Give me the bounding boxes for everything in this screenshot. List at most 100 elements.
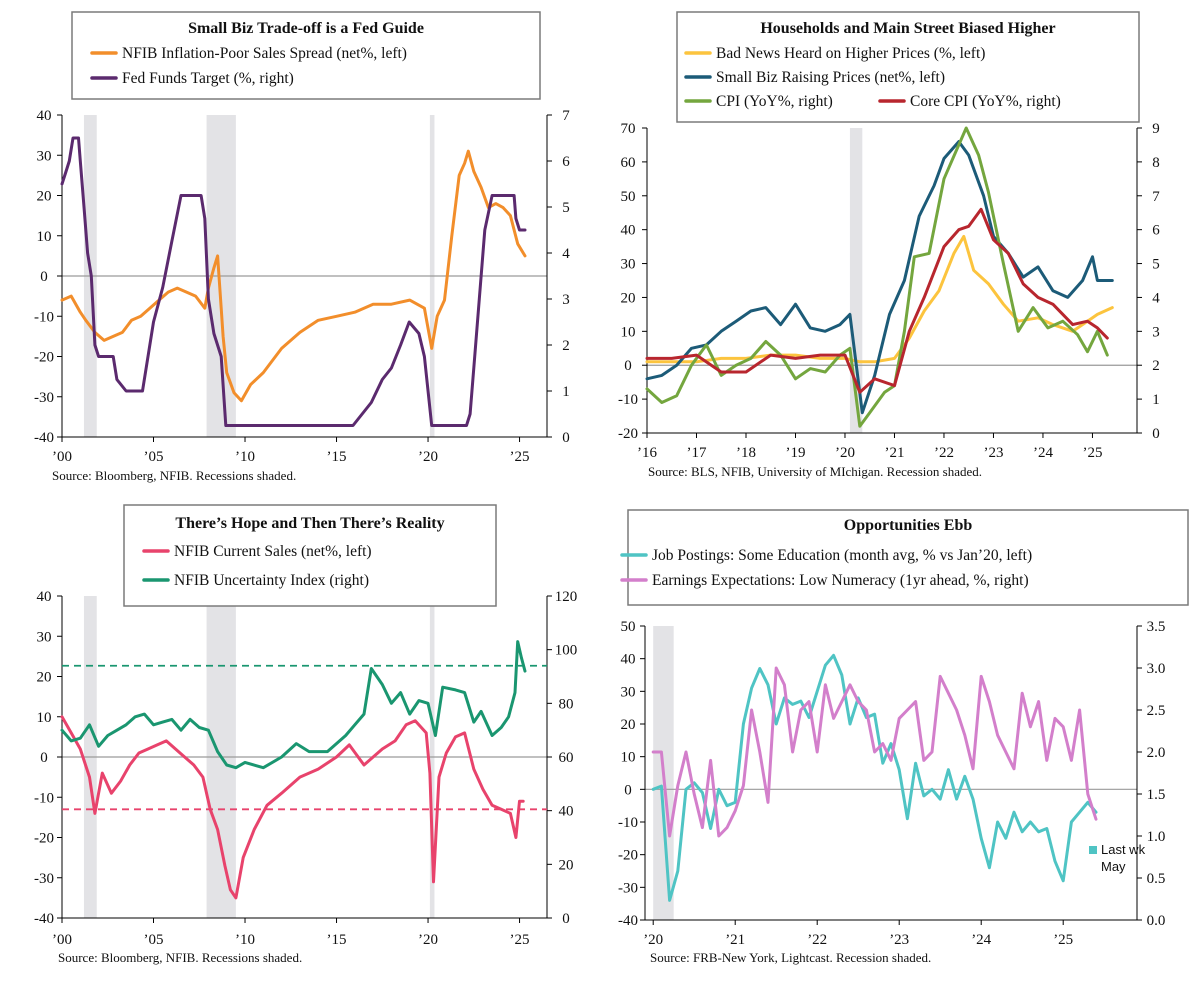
- legend-label: NFIB Uncertainty Index (right): [174, 572, 369, 589]
- series-line-1: [645, 234, 1114, 364]
- right-axis-tick-label: 0: [1152, 426, 1160, 442]
- x-axis-tick-label: ’15: [327, 932, 347, 948]
- left-axis-tick-label: 0: [40, 750, 48, 766]
- x-axis-tick-label: ’25: [510, 449, 530, 465]
- left-axis-tick-label: 30: [37, 148, 52, 164]
- right-axis-tick-label: 100: [555, 643, 578, 659]
- left-axis-tick-label: 20: [621, 290, 636, 306]
- left-axis-tick-label: 30: [37, 629, 52, 645]
- legend-label: Small Biz Raising Prices (net%, left): [716, 69, 945, 86]
- source-note: Source: Bloomberg, NFIB. Recessions shad…: [52, 468, 296, 483]
- x-axis-tick-label: ’05: [144, 932, 164, 948]
- right-axis-tick-label: 1: [1152, 392, 1160, 408]
- left-axis-tick-label: 30: [621, 257, 636, 273]
- x-axis-tick-label: ’18: [736, 445, 756, 461]
- legend-label: NFIB Inflation-Poor Sales Spread (net%, …: [122, 45, 407, 62]
- legend-box: [676, 11, 1140, 123]
- chart-panel-4: 50 40 30 20 10 0 -10 -20 -30 -40 3.5 3.0 2.5 2.0 1.5 1.…: [618, 509, 1189, 965]
- source-note: Source: FRB-New York, Lightcast. Recessi…: [650, 950, 931, 965]
- series-line-1: [60, 149, 527, 403]
- right-axis-tick-label: 40: [559, 804, 574, 820]
- right-axis-tick-label: 3: [562, 292, 570, 308]
- x-axis-tick-label: ’23: [889, 932, 909, 948]
- right-axis-tick-label: 0: [562, 911, 570, 927]
- legend: Opportunities Ebb Job Postings: Some Educ…: [620, 509, 1189, 606]
- legend-box: [123, 504, 497, 607]
- chart-title: Small Biz Trade-off is a Fed Guide: [188, 20, 424, 37]
- source-note: Source: BLS, NFIB, University of MIchiga…: [648, 464, 982, 479]
- x-axis-tick-label: ’10: [235, 449, 255, 465]
- legend-label: Earnings Expectations: Low Numeracy (1yr…: [652, 572, 1029, 589]
- right-axis-tick-label: 6: [1152, 223, 1160, 239]
- right-axis-tick-label: 2: [562, 338, 570, 354]
- left-axis-tick-label: 50: [621, 189, 636, 205]
- series-line-1: [651, 653, 1098, 902]
- legend-label: Fed Funds Target (%, right): [122, 70, 294, 87]
- left-axis-tick-label: -10: [618, 815, 638, 831]
- legend-label: Core CPI (YoY%, right): [910, 93, 1061, 110]
- x-axis-tick-label: ’20: [418, 932, 438, 948]
- right-axis-tick-label: 120: [555, 589, 578, 605]
- recession-band: [849, 128, 863, 433]
- right-axis-tick-label: 5: [562, 200, 570, 216]
- left-axis-tick-label: 10: [37, 710, 52, 726]
- series-line-2: [651, 666, 1098, 838]
- legend-label: NFIB Current Sales (net%, left): [174, 543, 372, 560]
- left-axis-tick-label: 40: [621, 223, 636, 239]
- right-axis-tick-label: 2: [1152, 358, 1160, 374]
- left-axis-tick-label: -20: [618, 848, 638, 864]
- series-line-1: [60, 715, 525, 900]
- right-axis-tick-label: 1: [562, 384, 570, 400]
- x-axis-tick-label: ’21: [884, 445, 904, 461]
- annotation-label: May: [1101, 859, 1126, 874]
- right-axis-tick-label: 1.5: [1147, 787, 1166, 803]
- legend-box: [71, 11, 541, 100]
- x-axis-tick-label: ’24: [1033, 445, 1053, 461]
- right-axis-tick-label: 3.0: [1147, 661, 1166, 677]
- left-axis-tick-label: 30: [621, 684, 636, 700]
- x-axis-tick-label: ’10: [235, 932, 255, 948]
- left-axis-tick-label: -10: [34, 309, 54, 325]
- x-axis-tick-label: ’00: [52, 449, 72, 465]
- left-axis-tick-label: 10: [37, 229, 52, 245]
- left-axis-tick-label: -40: [34, 430, 54, 446]
- series-line-2: [60, 136, 527, 427]
- chart-title: Opportunities Ebb: [844, 517, 973, 534]
- x-axis-tick-label: ’22: [807, 932, 827, 948]
- right-axis-tick-label: 1.0: [1147, 829, 1166, 845]
- x-axis-tick-label: ’21: [725, 932, 745, 948]
- right-axis-tick-label: 60: [559, 750, 574, 766]
- left-axis-tick-label: 50: [621, 619, 636, 635]
- right-axis-tick-label: 0.0: [1147, 913, 1166, 929]
- left-axis-tick-label: -40: [618, 913, 638, 929]
- left-axis-tick-label: 20: [37, 189, 52, 205]
- right-axis-tick-label: 6: [562, 154, 570, 170]
- left-axis-tick-label: -20: [34, 831, 54, 847]
- chart-panel-3: 403020100-10-20-30-40120100806040200’00’…: [34, 504, 578, 965]
- right-axis-tick-label: 20: [559, 857, 574, 873]
- left-axis-tick-label: 60: [621, 155, 636, 171]
- x-axis-tick-label: ’20: [418, 449, 438, 465]
- right-axis-tick-label: 3: [1152, 324, 1160, 340]
- left-axis-tick-label: 10: [621, 750, 636, 766]
- left-axis-tick-label: 0: [624, 782, 632, 798]
- right-axis-tick-label: 7: [562, 108, 570, 124]
- x-axis-tick-label: ’25: [1053, 932, 1073, 948]
- right-axis-tick-label: 0.5: [1147, 871, 1166, 887]
- legend: Households and Main Street Biased Higher…: [676, 11, 1140, 123]
- legend-label: Bad News Heard on Higher Prices (%, left…: [716, 45, 985, 62]
- series-line-3: [645, 126, 1109, 428]
- left-axis-tick-label: -20: [618, 426, 638, 442]
- series-line-2: [645, 140, 1114, 415]
- right-axis-tick-label: 2.5: [1147, 703, 1166, 719]
- left-axis-tick-label: -20: [34, 350, 54, 366]
- x-axis-tick-label: ’16: [637, 445, 657, 461]
- chart-title: There’s Hope and Then There’s Reality: [175, 515, 444, 532]
- right-axis-tick-label: 8: [1152, 155, 1160, 171]
- right-axis-tick-label: 4: [562, 246, 570, 262]
- chart-panel-2: 706050403020100-10-209876543210’16’17’18…: [618, 11, 1160, 479]
- x-axis-tick-label: ’20: [643, 932, 663, 948]
- left-axis-tick-label: 70: [621, 121, 636, 137]
- right-axis-tick-label: 9: [1152, 121, 1160, 137]
- x-axis-tick-label: ’05: [144, 449, 164, 465]
